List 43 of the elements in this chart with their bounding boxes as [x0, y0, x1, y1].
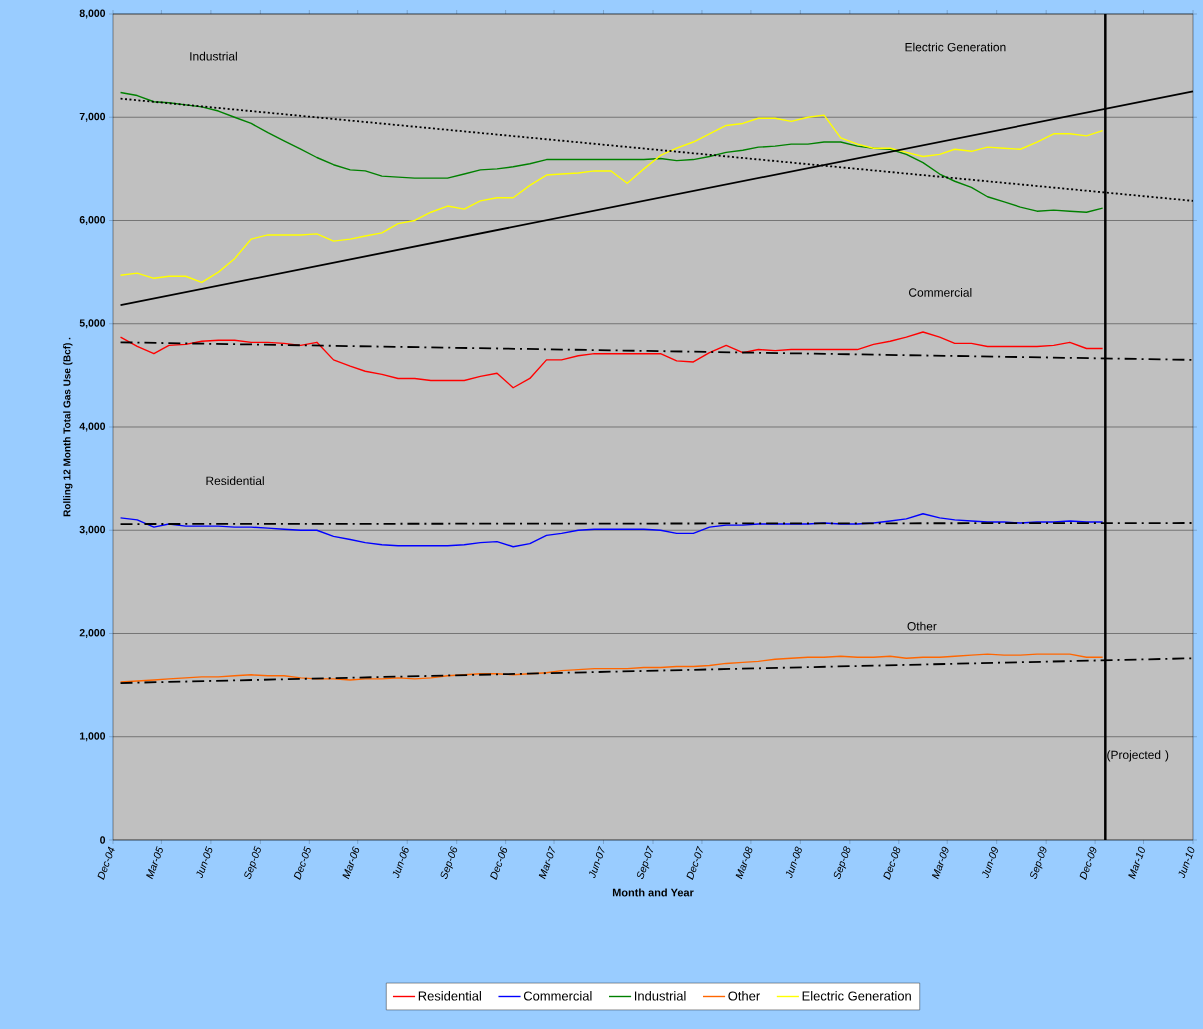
legend-label: Commercial: [523, 991, 592, 1001]
y-tick-label: 1,000: [79, 732, 106, 742]
x-tick-label: Dec-09: [1079, 846, 1097, 880]
legend-label: Electric Generation: [802, 991, 911, 1001]
x-tick-label: Dec-06: [490, 846, 508, 880]
x-tick-label: Jun-05: [196, 846, 213, 879]
annotation: Electric Generation: [905, 42, 1006, 52]
x-tick-label: Dec-07: [686, 845, 703, 880]
x-tick-label: Jun-07: [588, 845, 605, 879]
annotation: Residential: [206, 476, 264, 486]
legend-label: Other: [728, 991, 760, 1001]
x-axis-title: Month and Year: [612, 888, 694, 897]
x-tick-label: Sep-05: [244, 845, 261, 880]
x-tick-label: Dec-05: [293, 846, 311, 880]
x-tick-label: Mar-09: [931, 846, 949, 880]
x-tick-label: Jun-08: [785, 846, 802, 879]
x-tick-label: Dec-08: [883, 846, 901, 880]
x-tick-label: Mar-05: [146, 846, 163, 880]
y-tick-label: 6,000: [79, 216, 106, 225]
legend-label: Industrial: [634, 991, 686, 1001]
ref-line-label: (Projected ): [1107, 750, 1169, 762]
y-tick-label: 0: [100, 836, 106, 844]
y-tick-label: 5,000: [79, 319, 106, 329]
y-tick-label: 7,000: [79, 112, 106, 122]
x-tick-label: Sep-07: [636, 845, 653, 880]
y-tick-label: 2,000: [79, 629, 106, 638]
x-tick-label: Jun-09: [982, 846, 998, 879]
y-tick-label: 8,000: [79, 9, 106, 19]
x-tick-label: Mar-07: [538, 845, 555, 880]
x-tick-label: Mar-10: [1128, 846, 1145, 880]
y-tick-label: 4,000: [79, 422, 106, 432]
x-tick-label: Sep-08: [833, 846, 851, 880]
y-tick-label: 3,000: [79, 525, 106, 535]
legend-label: Residential: [418, 991, 481, 1001]
annotation: Commercial: [909, 287, 972, 297]
x-tick-label: Mar-06: [342, 846, 360, 880]
annotation: Other: [907, 621, 937, 631]
x-tick-label: Jun-06: [392, 846, 409, 879]
annotation: Industrial: [190, 51, 237, 61]
x-tick-label: Sep-09: [1030, 846, 1047, 880]
x-tick-label: Sep-06: [440, 846, 458, 880]
x-tick-label: Jun-10: [1178, 846, 1195, 879]
y-axis-title: Rolling 12 Month Total Gas Use (Bcf) .: [63, 337, 73, 517]
